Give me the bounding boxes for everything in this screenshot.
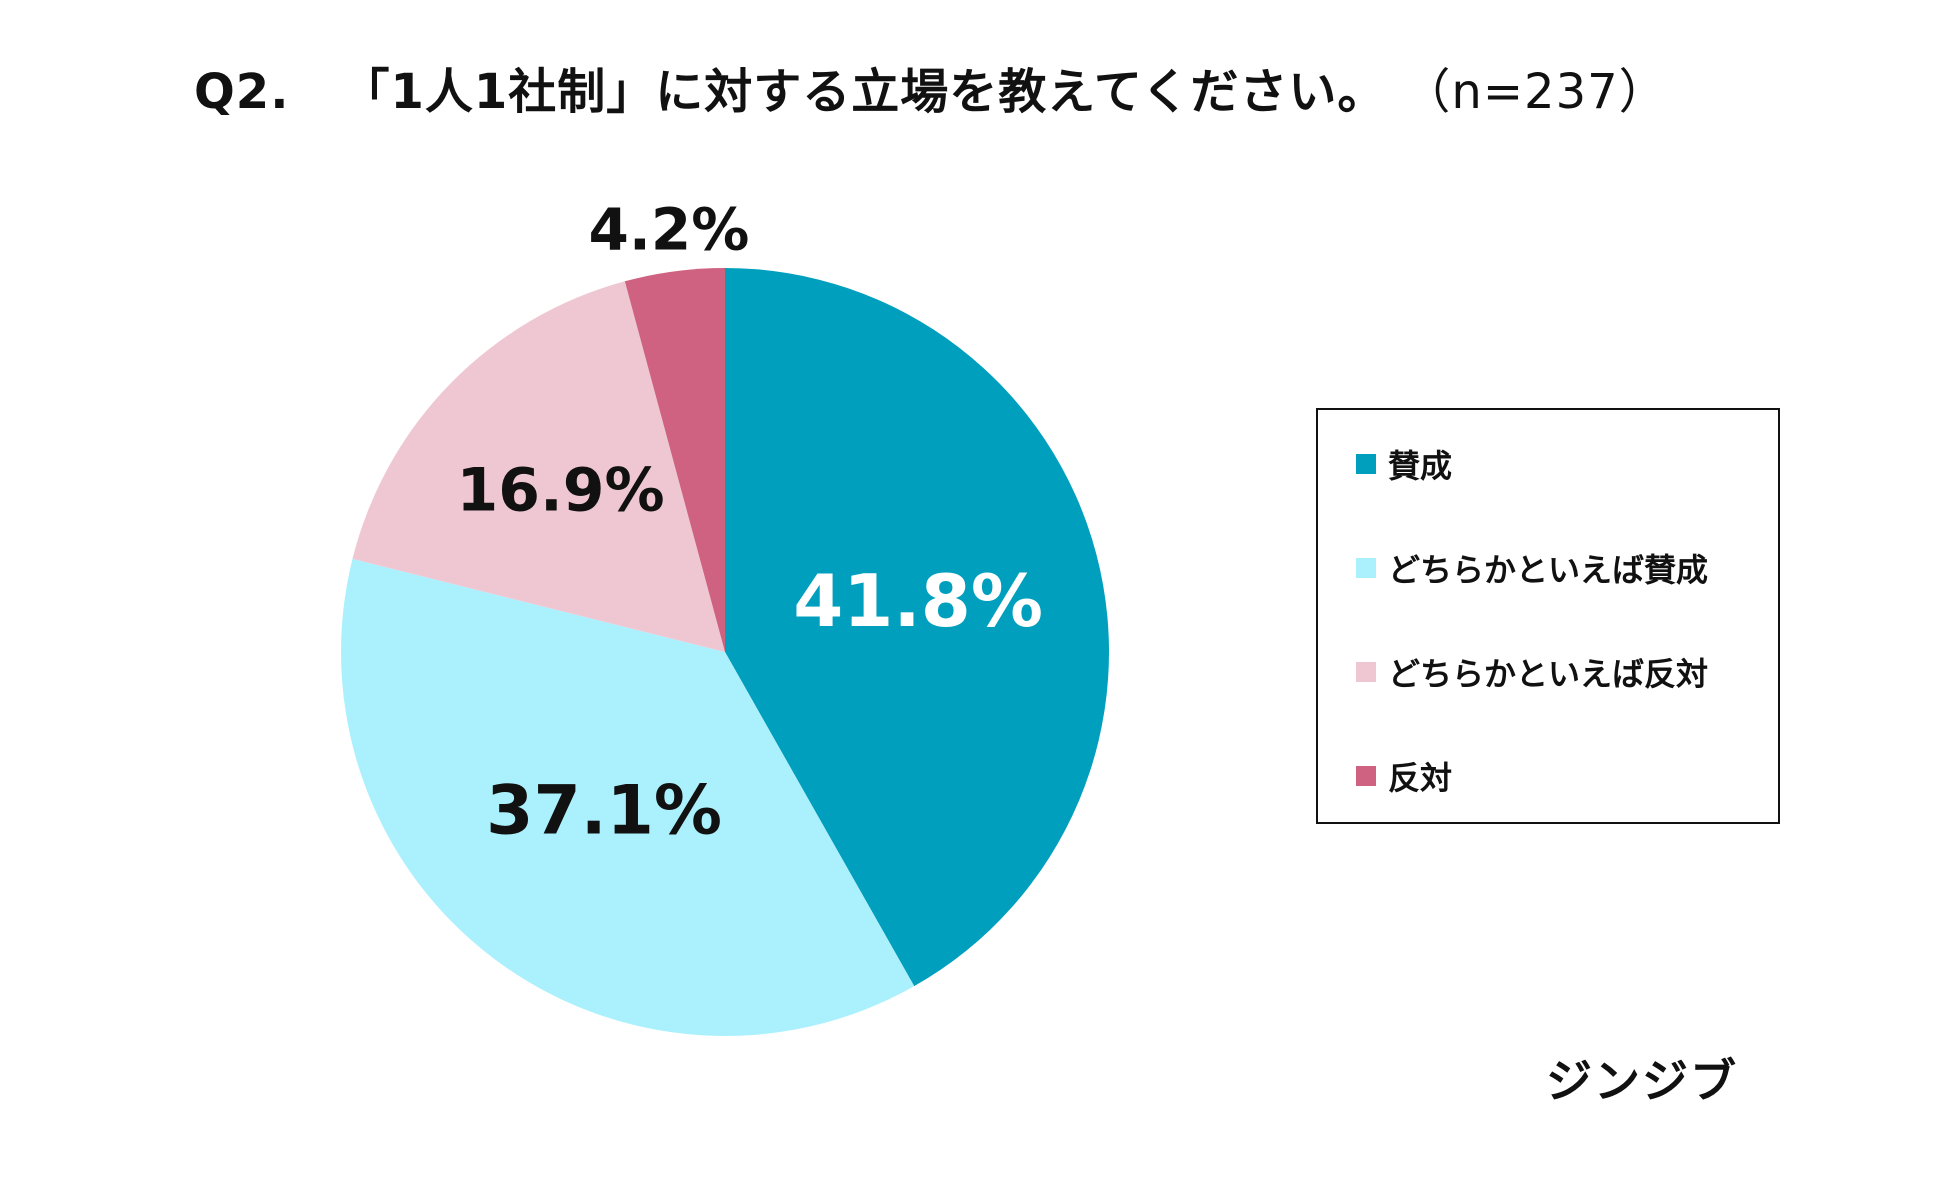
slice-label-dochiraka-sansei: 37.1% xyxy=(486,771,722,850)
legend-label-sansei: 賛成 xyxy=(1388,447,1453,485)
legend-swatch-sansei xyxy=(1356,454,1376,474)
legend-item-dochiraka-sansei: どちらかといえば賛成 xyxy=(1356,548,1709,589)
legend-swatch-dochiraka-sansei xyxy=(1356,558,1376,578)
legend-label-hantai: 反対 xyxy=(1388,759,1453,797)
slice-label-dochiraka-hantai: 16.9% xyxy=(456,456,664,526)
slice-label-sansei: 41.8% xyxy=(793,559,1043,643)
source-logo: ジンジブ xyxy=(1546,1054,1738,1108)
legend-item-hantai: 反対 xyxy=(1356,756,1453,797)
legend-item-dochiraka-hantai: どちらかといえば反対 xyxy=(1356,652,1709,693)
legend: 賛成 どちらかといえば賛成 どちらかといえば反対 反対 xyxy=(1316,408,1780,824)
chart-title: Q2. 「1人1社制」に対する立場を教えてください。 （n=237） xyxy=(194,52,1668,122)
legend-swatch-hantai xyxy=(1356,766,1376,786)
legend-label-dochiraka-sansei: どちらかといえば賛成 xyxy=(1388,551,1709,589)
question-text: 「1人1社制」に対する立場を教えてください。 xyxy=(341,64,1387,120)
slice-label-hantai: 4.2% xyxy=(588,195,749,263)
question-number: Q2. xyxy=(194,64,290,120)
pie-slice-dochiraka-sansei xyxy=(341,558,915,1036)
legend-item-sansei: 賛成 xyxy=(1356,444,1453,485)
pie-slice-dochiraka-hantai xyxy=(352,281,725,652)
pie-slice-sansei xyxy=(725,268,1109,987)
pie-slice-hantai xyxy=(624,268,725,652)
legend-label-dochiraka-hantai: どちらかといえば反対 xyxy=(1388,655,1709,693)
sample-size: （n=237） xyxy=(1426,64,1668,120)
legend-swatch-dochiraka-hantai xyxy=(1356,662,1376,682)
